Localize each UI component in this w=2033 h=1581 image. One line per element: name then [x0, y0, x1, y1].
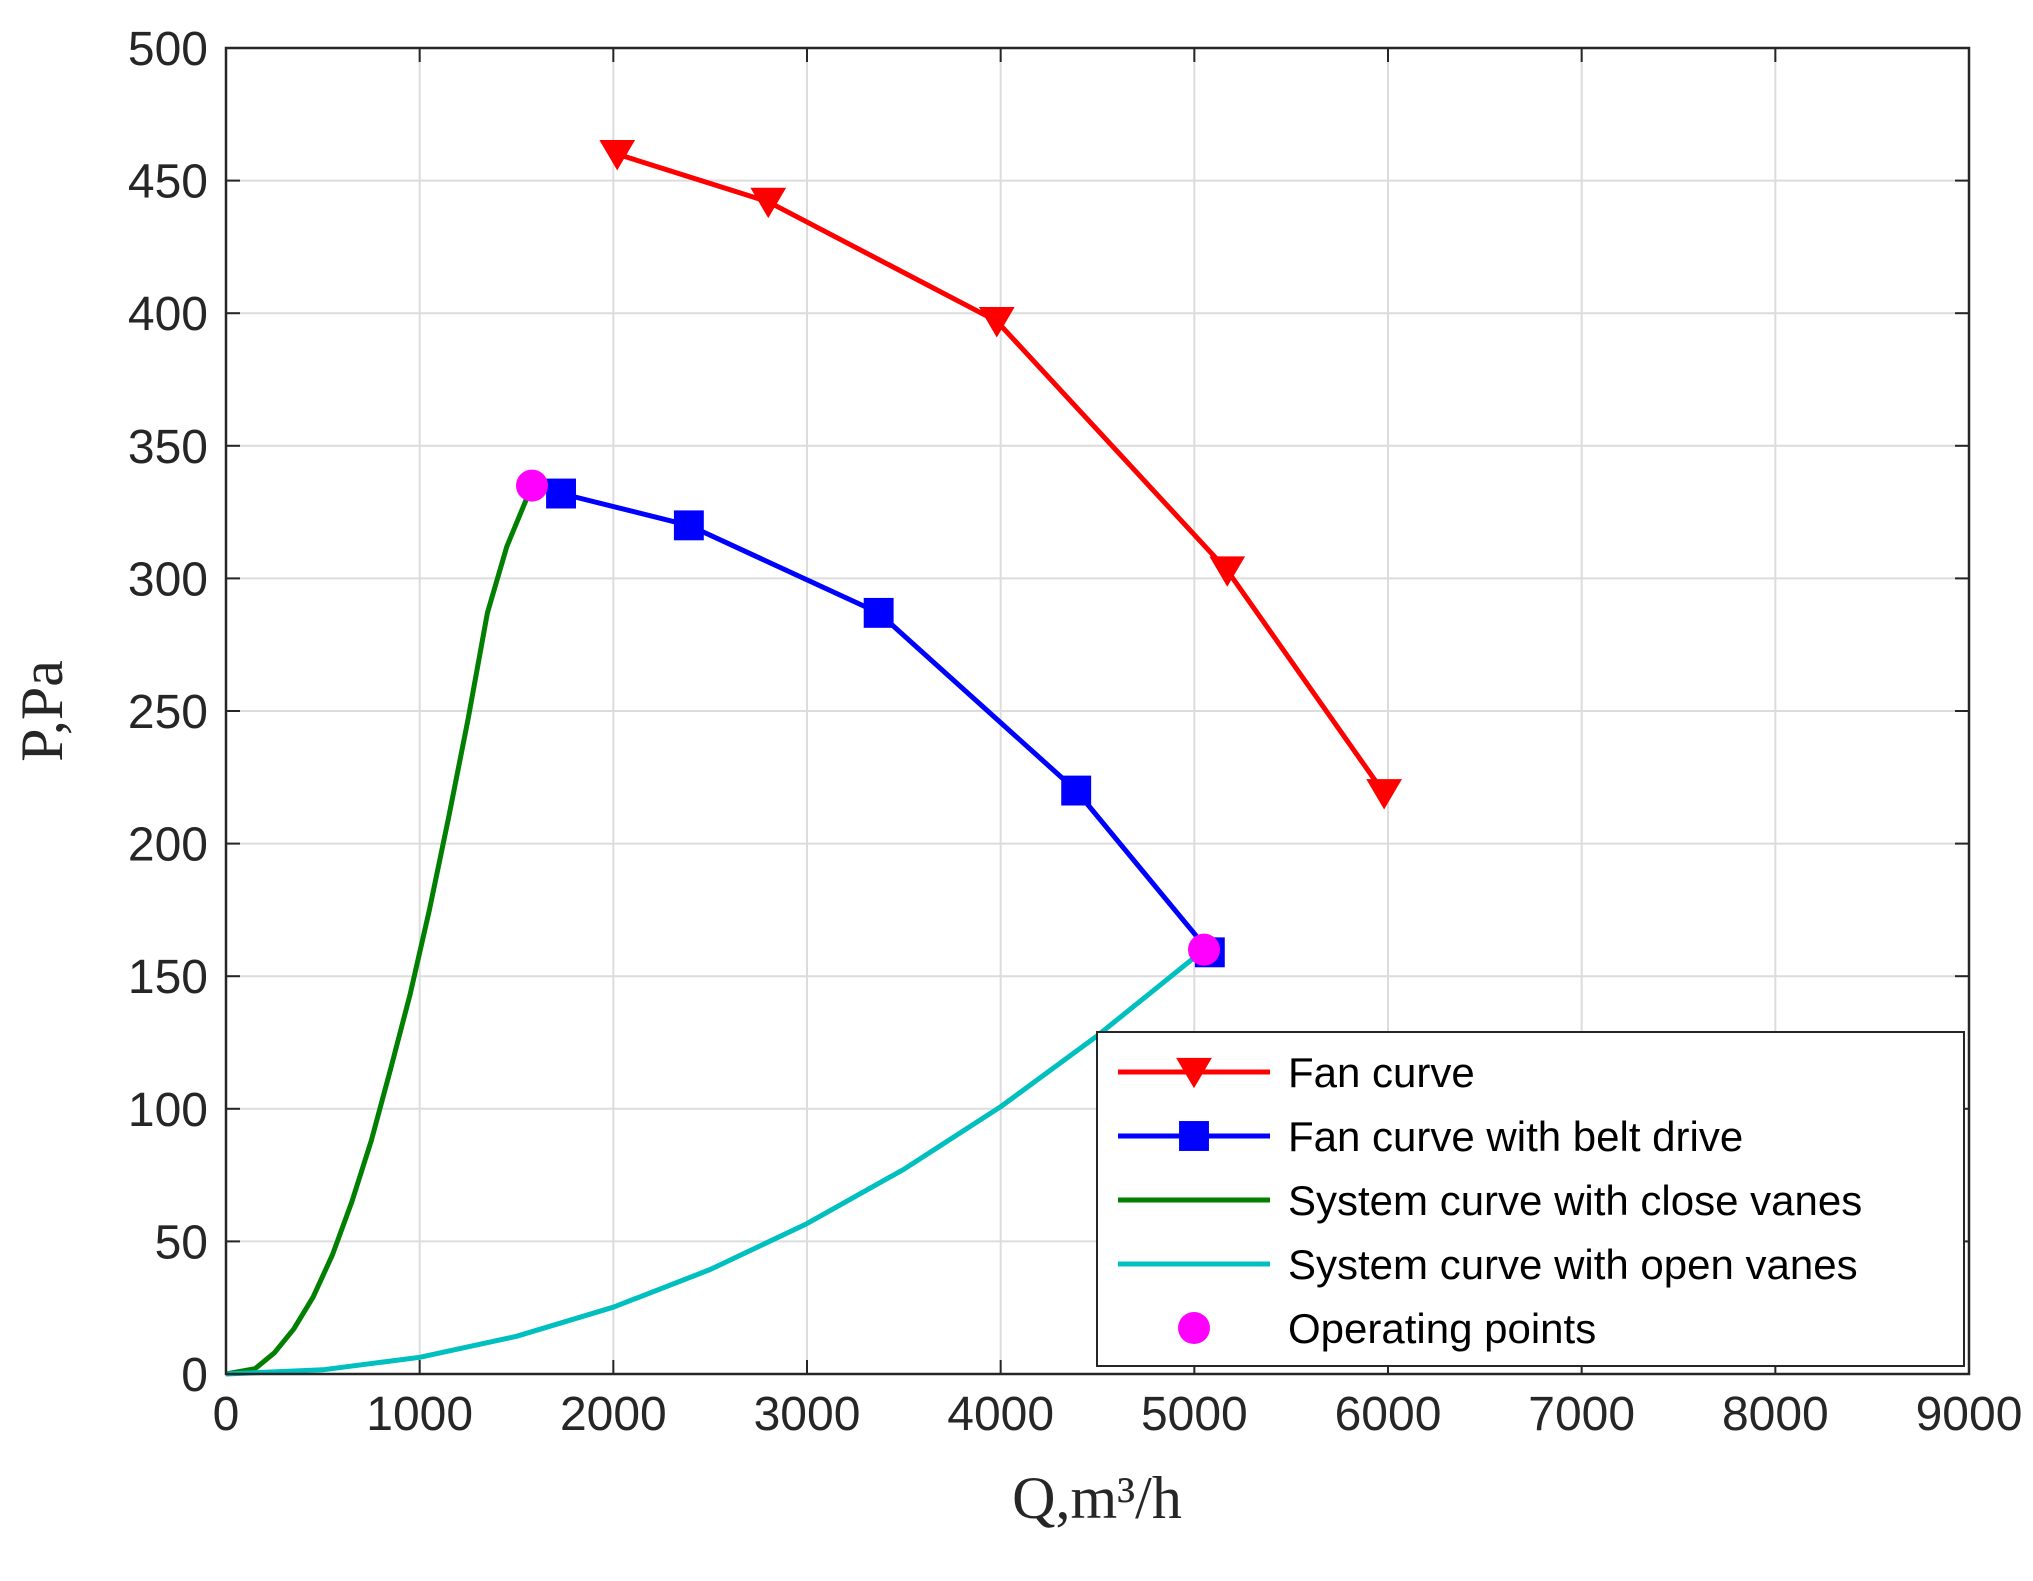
- series-2: [225, 484, 535, 1377]
- y-tick-label: 450: [128, 156, 208, 209]
- x-tick-label: 5000: [1141, 1388, 1248, 1441]
- x-tick-label: 9000: [1916, 1388, 2023, 1441]
- legend-label: System curve with close vanes: [1288, 1177, 1862, 1224]
- series-3: [225, 947, 1206, 1377]
- x-tick-label: 3000: [754, 1388, 861, 1441]
- y-tick-label: 300: [128, 553, 208, 606]
- legend-item: Fan curve with belt drive: [1118, 1113, 1743, 1160]
- data-point: [1209, 556, 1246, 587]
- y-tick-label: 100: [128, 1084, 208, 1137]
- legend: Fan curve Fan curve with belt drive System…: [1096, 1031, 1965, 1367]
- x-tick-label: 2000: [560, 1388, 667, 1441]
- legend-item: Operating points: [1178, 1305, 1596, 1352]
- series-0: [599, 139, 1403, 810]
- y-tick-label: 150: [128, 951, 208, 1004]
- legend-marker: [1179, 1121, 1209, 1151]
- legend-item: Fan curve: [1118, 1049, 1475, 1096]
- series-4: [515, 469, 1221, 966]
- x-tick-label: 7000: [1528, 1388, 1635, 1441]
- y-axis-label: P,Pa: [9, 660, 75, 762]
- legend-label: Fan curve: [1288, 1049, 1475, 1096]
- data-point: [750, 187, 787, 219]
- series-line: [225, 484, 535, 1377]
- y-tick-label: 350: [128, 421, 208, 474]
- y-tick-label: 250: [128, 686, 208, 739]
- x-axis-label: Q,m³/h: [1012, 1465, 1182, 1531]
- data-point: [599, 139, 636, 171]
- x-tick-label: 8000: [1722, 1388, 1829, 1441]
- data-point: [978, 307, 1015, 338]
- series-layer: [225, 139, 1403, 1377]
- x-tick-label: 4000: [947, 1388, 1054, 1441]
- legend-label: Fan curve with belt drive: [1288, 1113, 1743, 1160]
- operating-point: [515, 469, 548, 502]
- y-tick-label: 400: [128, 288, 208, 341]
- y-tick-label: 500: [128, 23, 208, 76]
- legend-marker: [1176, 1057, 1212, 1089]
- legend-label: Operating points: [1288, 1305, 1596, 1352]
- x-tick-label: 0: [213, 1388, 240, 1441]
- tick-labels: 0 1000 2000 3000 4000 5000 6000 7000 8000 9000 0 50…: [128, 23, 2022, 1441]
- y-tick-label: 50: [155, 1216, 208, 1269]
- data-point: [1061, 775, 1092, 806]
- data-point: [673, 510, 704, 541]
- series-line: [225, 947, 1206, 1377]
- data-point: [1366, 779, 1403, 810]
- legend-item: System curve with close vanes: [1118, 1177, 1862, 1224]
- y-tick-label: 200: [128, 819, 208, 872]
- legend-label: System curve with open vanes: [1288, 1241, 1858, 1288]
- legend-marker: [1178, 1312, 1210, 1344]
- x-tick-label: 6000: [1335, 1388, 1442, 1441]
- x-tick-label: 1000: [366, 1388, 473, 1441]
- data-point: [863, 597, 894, 628]
- operating-point: [1188, 933, 1221, 966]
- legend-item: System curve with open vanes: [1118, 1241, 1858, 1288]
- data-point: [546, 478, 576, 509]
- y-tick-label: 0: [181, 1349, 208, 1402]
